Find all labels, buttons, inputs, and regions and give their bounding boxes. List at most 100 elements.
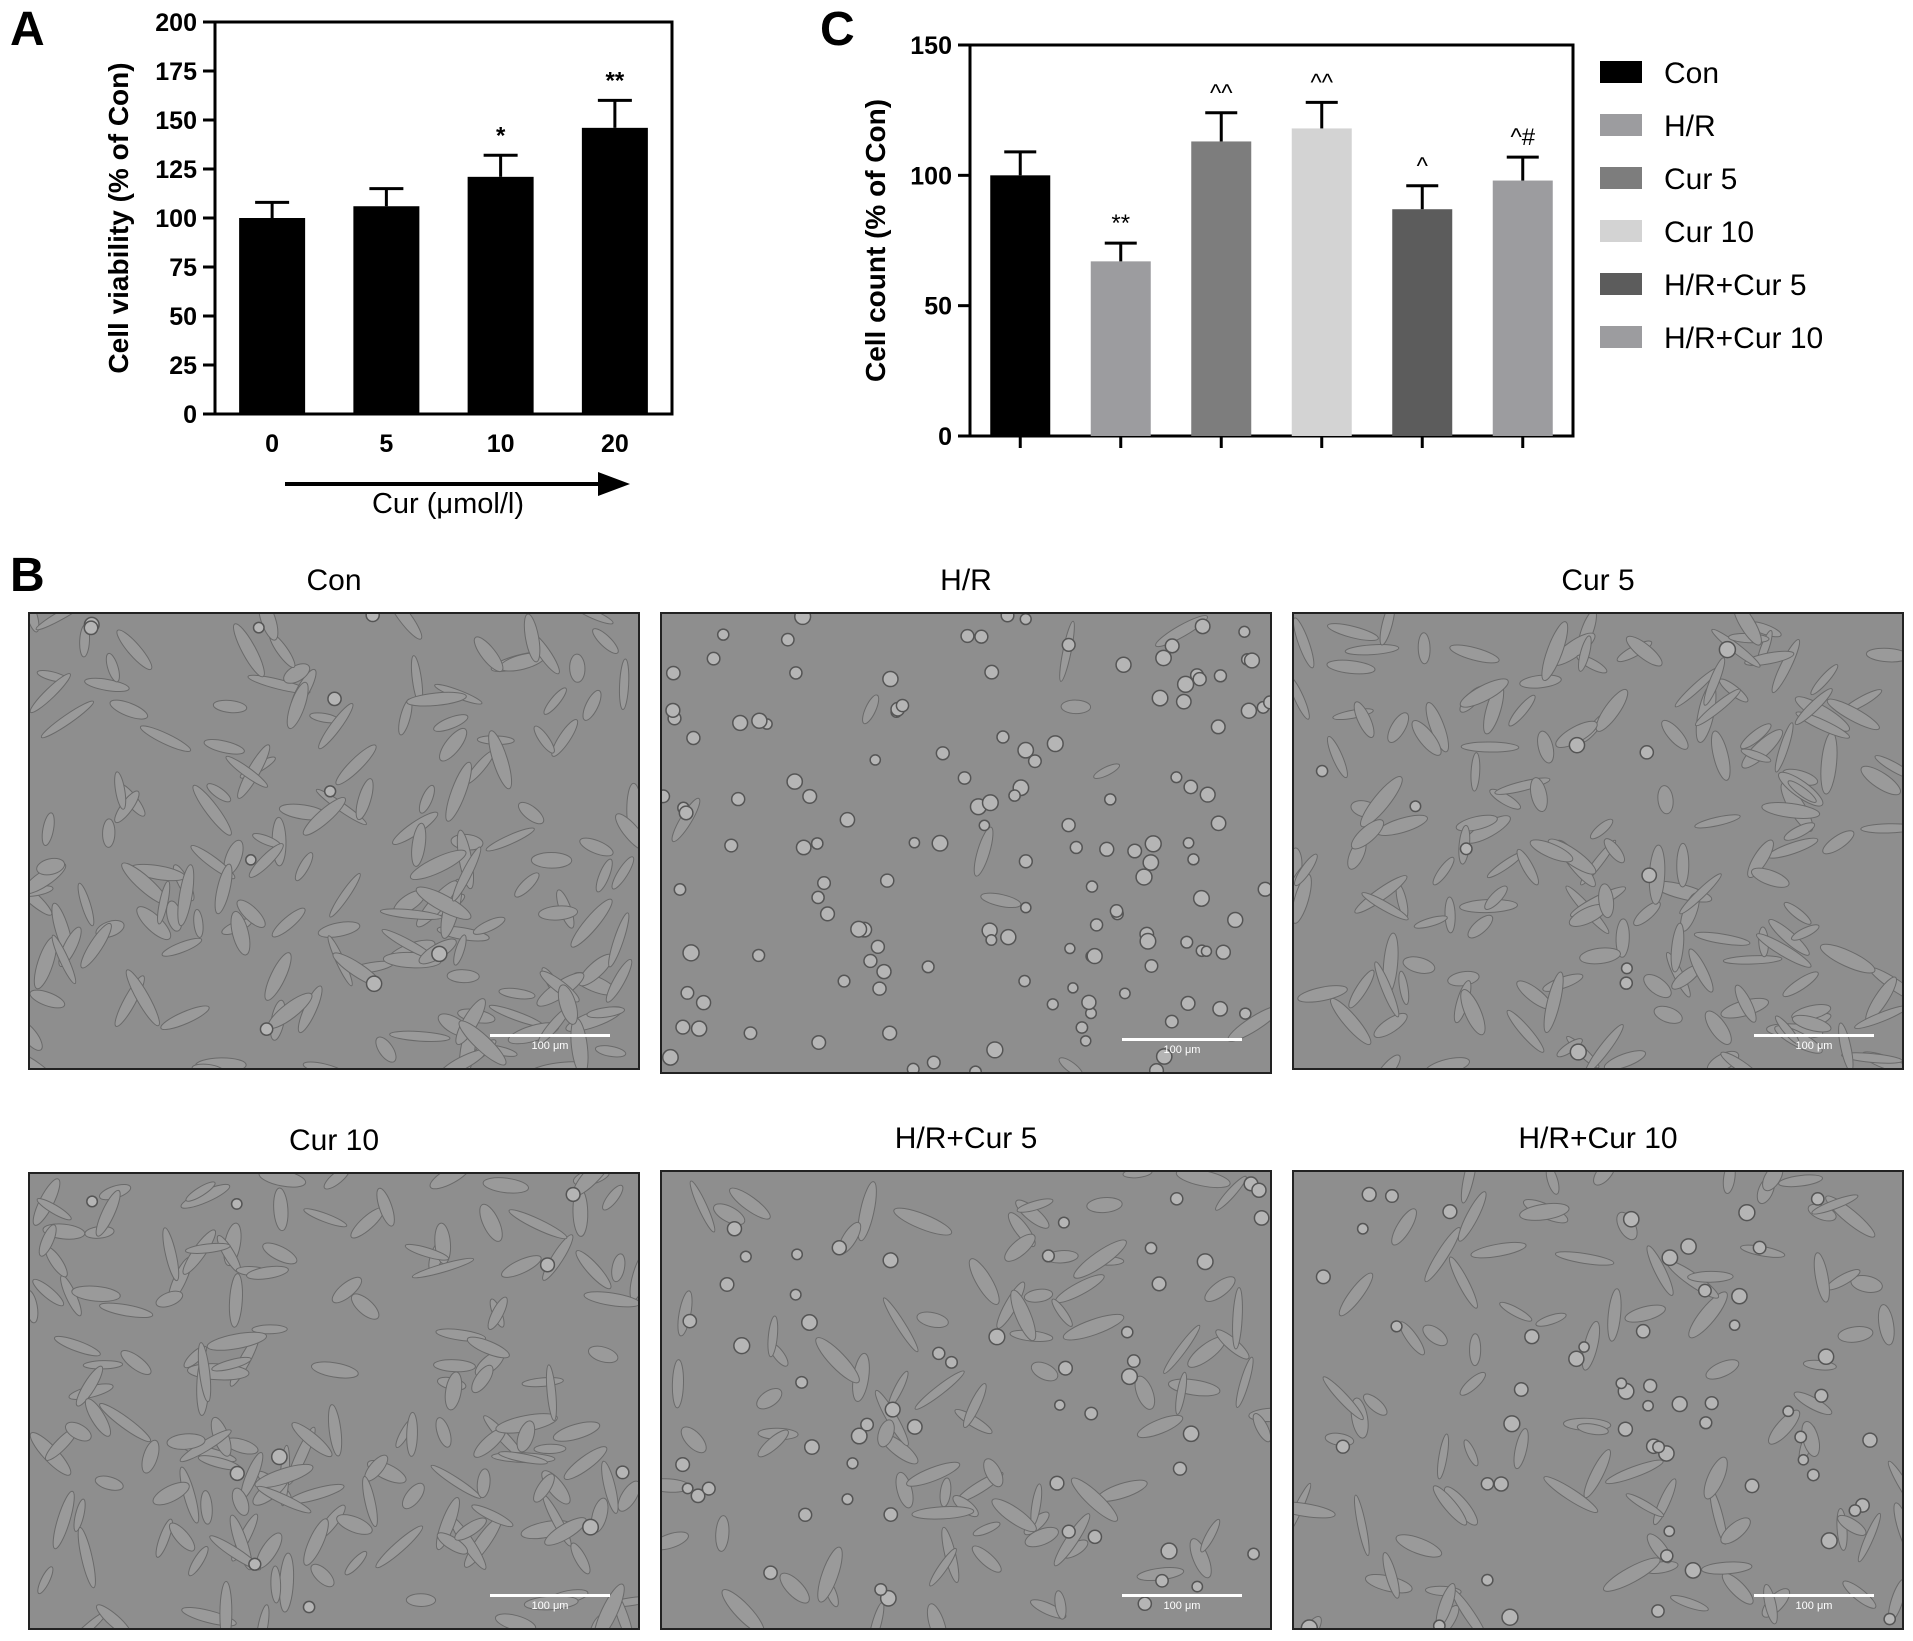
round-cell bbox=[1356, 1222, 1369, 1235]
spindle-cell bbox=[671, 1359, 684, 1409]
spindle-cell bbox=[569, 653, 586, 683]
spindle-cell bbox=[1653, 1478, 1677, 1526]
round-cell bbox=[1175, 693, 1192, 710]
spindle-cell bbox=[1703, 657, 1726, 706]
micrograph-cur5: 100 μm bbox=[1292, 612, 1904, 1070]
spindle-cell bbox=[37, 1566, 54, 1595]
round-cell bbox=[1442, 1203, 1458, 1220]
round-cell bbox=[1642, 1399, 1654, 1412]
round-cell bbox=[1182, 837, 1195, 849]
round-cell bbox=[839, 811, 856, 828]
significance-label: ** bbox=[1111, 210, 1130, 237]
spindle-cell bbox=[1661, 719, 1689, 750]
spindle-cell bbox=[1204, 1276, 1236, 1302]
round-cell bbox=[1057, 1360, 1074, 1376]
spindle-cell bbox=[35, 614, 89, 631]
round-cell bbox=[1135, 868, 1153, 886]
round-cell bbox=[1183, 779, 1199, 795]
round-cell bbox=[1213, 669, 1228, 683]
round-cell bbox=[682, 944, 700, 962]
spindle-cell bbox=[1646, 1245, 1674, 1296]
round-cell bbox=[1018, 854, 1033, 869]
round-cell bbox=[665, 702, 681, 718]
spindle-cell bbox=[1670, 922, 1685, 973]
spindle-cell bbox=[36, 857, 66, 876]
round-cell bbox=[1139, 932, 1157, 950]
y-tick-label: 125 bbox=[155, 156, 197, 184]
cell-field bbox=[30, 1174, 638, 1628]
spindle-cell bbox=[1598, 883, 1615, 919]
spindle-cell bbox=[551, 718, 579, 757]
round-cell bbox=[665, 665, 681, 681]
spindle-cell bbox=[543, 687, 567, 715]
spindle-cell bbox=[517, 801, 545, 825]
spindle-cell bbox=[317, 921, 361, 938]
x-tick-label: 10 bbox=[487, 430, 515, 458]
round-cell bbox=[732, 714, 749, 732]
spindle-cell bbox=[1467, 914, 1494, 939]
spindle-cell bbox=[75, 1365, 104, 1407]
round-cell bbox=[846, 1457, 859, 1470]
spindle-cell bbox=[1694, 688, 1741, 727]
spindle-cell bbox=[1543, 971, 1564, 1034]
spindle-cell bbox=[335, 744, 377, 786]
spindle-cell bbox=[262, 1242, 298, 1265]
round-cell bbox=[1019, 614, 1032, 626]
y-axis-label: Cell count (% of Con) bbox=[860, 99, 891, 382]
round-cell bbox=[1215, 944, 1232, 960]
round-cell bbox=[1046, 998, 1059, 1011]
spindle-cell bbox=[877, 1419, 895, 1448]
spindle-cell bbox=[1448, 1256, 1478, 1309]
round-cell bbox=[1027, 754, 1042, 769]
y-tick-label: 100 bbox=[155, 205, 197, 233]
round-cell bbox=[1169, 1191, 1184, 1206]
spindle-cell bbox=[1579, 947, 1621, 965]
spindle-cell bbox=[1865, 647, 1902, 663]
spindle-cell bbox=[1360, 776, 1403, 828]
spindle-cell bbox=[1051, 1298, 1073, 1327]
spindle-cell bbox=[1721, 1572, 1754, 1605]
spindle-cell bbox=[32, 1278, 65, 1307]
spindle-cell bbox=[494, 1613, 537, 1628]
spindle-cell bbox=[1688, 948, 1714, 993]
spindle-cell bbox=[125, 969, 160, 1027]
spindle-cell bbox=[508, 1209, 568, 1240]
significance-label: ^ bbox=[1417, 153, 1429, 180]
micrograph-title: H/R+Cur 10 bbox=[1518, 1122, 1678, 1155]
bar bbox=[1090, 261, 1151, 436]
spindle-cell bbox=[617, 1480, 638, 1512]
spindle-cell bbox=[141, 1439, 160, 1474]
spindle-cell bbox=[1326, 659, 1376, 675]
round-cell bbox=[860, 1417, 875, 1432]
round-cell bbox=[690, 1488, 706, 1504]
spindle-cell bbox=[538, 905, 579, 921]
spindle-cell bbox=[929, 1547, 957, 1587]
spindle-cell bbox=[1615, 918, 1630, 958]
spindle-cell bbox=[228, 1273, 243, 1328]
spindle-cell bbox=[1554, 1251, 1615, 1266]
round-cell bbox=[1671, 1395, 1688, 1413]
spindle-cell bbox=[1822, 830, 1855, 855]
round-cell bbox=[1192, 671, 1207, 687]
spindle-cell bbox=[64, 1421, 92, 1442]
spindle-cell bbox=[473, 636, 504, 673]
round-cell bbox=[1315, 1269, 1331, 1285]
spindle-cell bbox=[1350, 819, 1385, 850]
spindle-cell bbox=[1232, 1287, 1243, 1350]
chart-a: 0 25 50 75 100 125 150 175 200 0 5 * 10 ** 20 Cell viab… bbox=[103, 9, 674, 520]
spindle-cell bbox=[105, 652, 120, 683]
bar bbox=[1392, 209, 1453, 436]
scale-bar-label: 100 μm bbox=[1795, 1040, 1833, 1052]
spindle-cell bbox=[1537, 730, 1555, 764]
spindle-cell bbox=[1705, 1359, 1740, 1380]
spindle-cell bbox=[867, 1601, 885, 1628]
round-cell bbox=[908, 836, 921, 849]
spindle-cell bbox=[1417, 632, 1431, 665]
legend-label: H/R bbox=[1664, 110, 1716, 143]
spindle-cell bbox=[1432, 1485, 1468, 1526]
spindle-cell bbox=[1778, 1174, 1824, 1188]
round-cell bbox=[327, 691, 342, 707]
round-cell bbox=[1079, 1035, 1092, 1047]
x-axis-arrow-head bbox=[598, 472, 630, 496]
spindle-cell bbox=[157, 880, 171, 925]
